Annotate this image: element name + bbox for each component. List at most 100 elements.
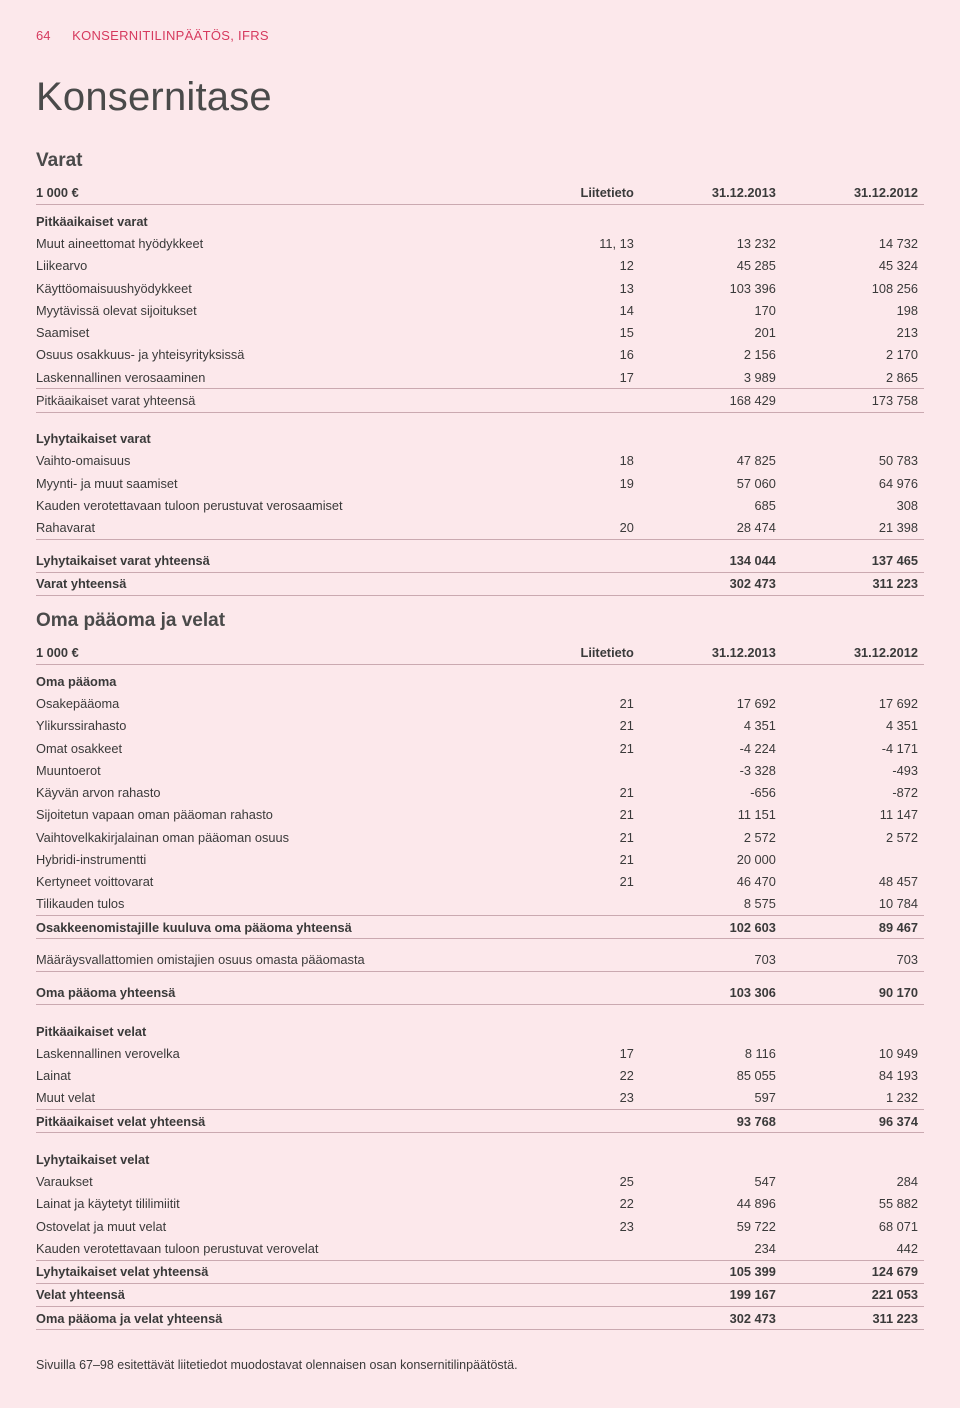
row-value: 21 <box>533 715 640 737</box>
table-row: Myynti- ja muut saamiset1957 06064 976 <box>36 472 924 494</box>
row-label: Määräysvallattomien omistajien osuus oma… <box>36 949 533 972</box>
table-row: Kauden verotettavaan tuloon perustuvat v… <box>36 1237 924 1260</box>
page-number: 64 <box>36 28 50 43</box>
table-row: Käyttöomaisuushyödykkeet13103 396108 256 <box>36 277 924 299</box>
row-label: Lyhytaikaiset velat <box>36 1143 533 1171</box>
table-row: Varaukset25547284 <box>36 1171 924 1193</box>
row-value <box>782 422 924 450</box>
row-value: 173 758 <box>782 389 924 412</box>
table-row: Rahavarat2028 47421 398 <box>36 517 924 540</box>
row-value: 105 399 <box>640 1260 782 1283</box>
row-label: Oma pääoma yhteensä <box>36 982 533 1005</box>
row-value: 47 825 <box>640 450 782 472</box>
row-label: Käyttöomaisuushyödykkeet <box>36 277 533 299</box>
gap-row <box>36 412 924 422</box>
row-label: Saamiset <box>36 322 533 344</box>
row-value: 4 351 <box>640 715 782 737</box>
row-label: Vaihtovelkakirjalainan oman pääoman osuu… <box>36 826 533 848</box>
table-row: Lyhytaikaiset velat yhteensä105 399124 6… <box>36 1260 924 1283</box>
assets-table: 1 000 €Liitetieto31.12.201331.12.2012 Pit… <box>36 180 924 596</box>
row-value: 45 324 <box>782 255 924 277</box>
row-value: 25 <box>533 1171 640 1193</box>
row-value: 46 470 <box>640 871 782 893</box>
row-value: 21 <box>533 804 640 826</box>
row-label: Osakepääoma <box>36 693 533 715</box>
row-label: Oma pääoma <box>36 664 533 692</box>
row-value: 59 722 <box>640 1215 782 1237</box>
page-title: Konsernitase <box>36 75 924 120</box>
row-value <box>533 1260 640 1283</box>
row-value <box>782 1143 924 1171</box>
row-value <box>640 1143 782 1171</box>
gap-row <box>36 1005 924 1015</box>
row-value: 22 <box>533 1065 640 1087</box>
row-value: 201 <box>640 322 782 344</box>
column-header: Liitetieto <box>533 180 640 204</box>
row-label: Pitkäaikaiset varat yhteensä <box>36 389 533 412</box>
row-label: Laskennallinen verovelka <box>36 1042 533 1064</box>
row-value: -656 <box>640 782 782 804</box>
row-value <box>640 664 782 692</box>
row-label: Osakkeenomistajille kuuluva oma pääoma y… <box>36 916 533 939</box>
row-value: 14 <box>533 299 640 321</box>
gap-row <box>36 539 924 549</box>
row-value: 3 989 <box>640 366 782 389</box>
row-value: 302 473 <box>640 572 782 595</box>
row-label: Omat osakkeet <box>36 737 533 759</box>
row-value: 703 <box>782 949 924 972</box>
row-value: 48 457 <box>782 871 924 893</box>
row-label: Ylikurssirahasto <box>36 715 533 737</box>
row-value: 2 170 <box>782 344 924 366</box>
table-row: Vaihtovelkakirjalainan oman pääoman osuu… <box>36 826 924 848</box>
row-value: -3 328 <box>640 759 782 781</box>
row-value: 311 223 <box>782 1307 924 1330</box>
row-value: 198 <box>782 299 924 321</box>
table2-heading: Oma pääoma ja velat <box>36 610 924 632</box>
row-value: 21 <box>533 826 640 848</box>
row-label: Liikearvo <box>36 255 533 277</box>
row-value: 12 <box>533 255 640 277</box>
row-value: 170 <box>640 299 782 321</box>
row-value: 103 396 <box>640 277 782 299</box>
row-value: 15 <box>533 322 640 344</box>
table-header-row: 1 000 €Liitetieto31.12.201331.12.2012 <box>36 640 924 664</box>
row-value: 685 <box>640 494 782 516</box>
row-value <box>782 1015 924 1043</box>
row-value <box>533 422 640 450</box>
row-label: Pitkäaikaiset velat <box>36 1015 533 1043</box>
table-row: Vaihto-omaisuus1847 82550 783 <box>36 450 924 472</box>
row-value <box>533 982 640 1005</box>
row-value: 21 <box>533 848 640 870</box>
row-value <box>533 1307 640 1330</box>
row-value: 89 467 <box>782 916 924 939</box>
row-value: 11 151 <box>640 804 782 826</box>
row-value: 10 784 <box>782 893 924 916</box>
table-row: Lyhytaikaiset varat yhteensä134 044137 4… <box>36 549 924 572</box>
row-value: 168 429 <box>640 389 782 412</box>
row-value: 23 <box>533 1087 640 1110</box>
row-value: 1 232 <box>782 1087 924 1110</box>
row-value <box>533 1143 640 1171</box>
row-value <box>533 916 640 939</box>
row-label: Rahavarat <box>36 517 533 540</box>
table-row: Osakkeenomistajille kuuluva oma pääoma y… <box>36 916 924 939</box>
row-value: 28 474 <box>640 517 782 540</box>
row-value <box>782 204 924 232</box>
row-value: 703 <box>640 949 782 972</box>
table-row: Pitkäaikaiset varat yhteensä 168 429173 7… <box>36 389 924 412</box>
row-value: 96 374 <box>782 1110 924 1133</box>
column-header: 31.12.2012 <box>782 180 924 204</box>
table-row: Omat osakkeet21-4 224-4 171 <box>36 737 924 759</box>
row-value: 597 <box>640 1087 782 1110</box>
row-label: Lyhytaikaiset varat yhteensä <box>36 549 533 572</box>
table-row: Oma pääoma yhteensä103 30690 170 <box>36 982 924 1005</box>
row-value: 20 <box>533 517 640 540</box>
equity-liabilities-table: 1 000 €Liitetieto31.12.201331.12.2012Oma… <box>36 640 924 1330</box>
table-header-row: 1 000 €Liitetieto31.12.201331.12.2012 <box>36 180 924 204</box>
table-row: Kertyneet voittovarat2146 47048 457 <box>36 871 924 893</box>
table-row: Osuus osakkuus- ja yhteisyrityksissä162 … <box>36 344 924 366</box>
row-label: Ostovelat ja muut velat <box>36 1215 533 1237</box>
row-value: 10 949 <box>782 1042 924 1064</box>
row-label: Lyhytaikaiset varat <box>36 422 533 450</box>
row-value: 2 572 <box>640 826 782 848</box>
